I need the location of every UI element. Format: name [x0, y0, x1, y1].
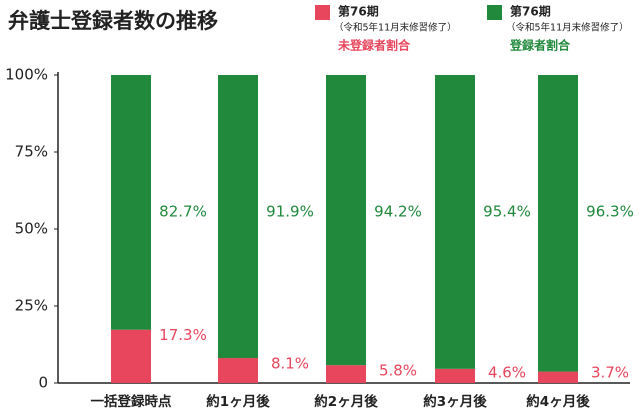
x-tick-label: 一括登録時点 [91, 393, 172, 410]
bar-segment [111, 329, 151, 383]
value-label: 96.3% [586, 203, 634, 221]
bar-segment [218, 75, 258, 359]
bar-segment [435, 368, 475, 383]
bar-segment [538, 75, 578, 372]
bar-segment [218, 358, 258, 383]
legend-note: （令和5年11月末修習修了） [506, 22, 629, 34]
bar-segment [326, 365, 366, 383]
y-tick-label: 0 [38, 374, 48, 392]
y-tick-label: 75% [15, 143, 48, 161]
x-tick-label: 約1ヶ月後 [206, 393, 270, 410]
value-label: 4.6% [488, 364, 526, 382]
bar-segment [435, 75, 475, 369]
y-tick-label: 100% [5, 66, 48, 84]
legend-swatch [487, 5, 502, 20]
legend-swatch [315, 5, 330, 20]
bar-segment [326, 75, 366, 366]
value-label: 94.2% [374, 203, 422, 221]
value-label: 8.1% [271, 355, 309, 373]
value-label: 82.7% [159, 203, 207, 221]
chart-title: 弁護士登録者数の推移 [8, 9, 218, 33]
x-tick-label: 約3ヶ月後 [423, 393, 487, 410]
y-tick-label: 50% [15, 220, 48, 238]
value-label: 95.4% [483, 203, 531, 221]
x-tick-label: 約4ヶ月後 [526, 393, 590, 410]
legend-note: （令和5年11月末修習修了） [334, 22, 457, 34]
legend-name: 登録者割合 [509, 38, 571, 53]
x-tick-label: 約2ヶ月後 [314, 393, 378, 410]
value-label: 17.3% [159, 326, 207, 344]
value-label: 91.9% [266, 203, 314, 221]
value-label: 5.8% [379, 362, 417, 380]
bar-segment [111, 75, 151, 330]
legend-name: 未登録者割合 [337, 38, 411, 53]
value-label: 3.7% [591, 364, 629, 382]
y-tick-label: 25% [15, 297, 48, 315]
legend-term: 第76期 [510, 4, 551, 19]
legend-term: 第76期 [338, 4, 379, 19]
bar-segment [538, 371, 578, 383]
